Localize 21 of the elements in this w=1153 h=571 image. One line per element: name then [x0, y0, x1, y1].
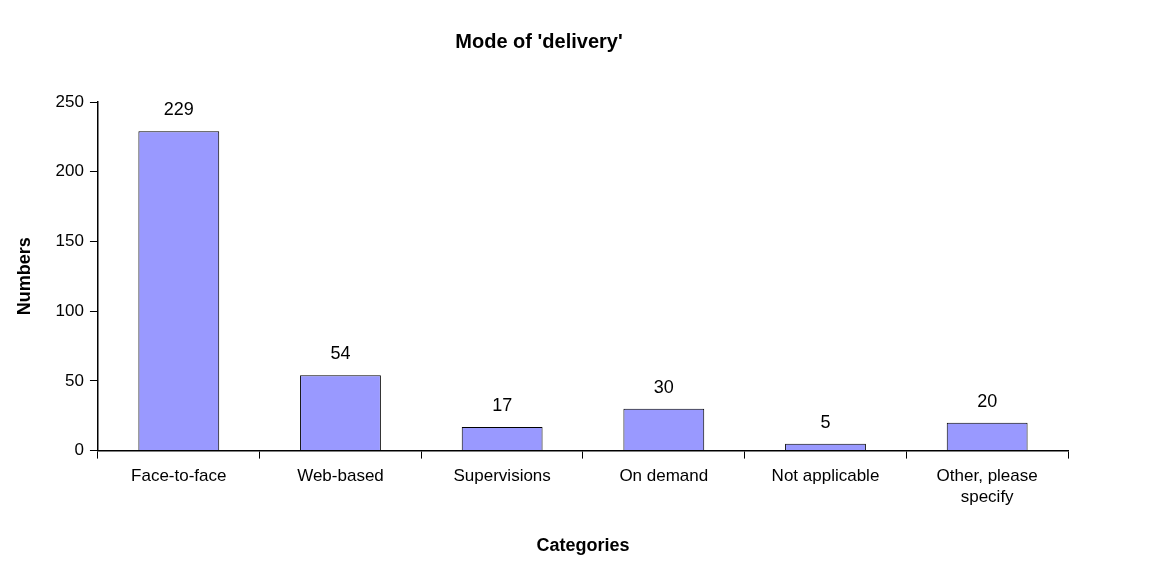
- y-axis-title: Numbers: [13, 237, 34, 316]
- x-tick-label: Other, please specify: [936, 466, 1038, 506]
- y-tick-label: 150: [55, 231, 84, 251]
- y-tick-label: 50: [65, 370, 84, 390]
- y-tick-label: 0: [74, 440, 84, 460]
- data-label: 54: [330, 343, 351, 364]
- x-tick-label: Supervisions: [453, 466, 551, 486]
- x-tick-label: On demand: [619, 466, 709, 486]
- chart-title: Mode of 'delivery': [455, 29, 623, 52]
- x-tick-label: Web-based: [297, 466, 384, 486]
- x-tick-label: Face-to-face: [131, 466, 227, 486]
- y-tick-label: 200: [55, 161, 84, 181]
- data-label: 5: [820, 411, 831, 432]
- data-label: 20: [977, 390, 998, 411]
- x-axis-title: Categories: [536, 535, 630, 556]
- x-tick-label: Not applicable: [771, 466, 880, 486]
- data-label: 229: [163, 99, 194, 120]
- y-tick-label: 250: [55, 91, 84, 111]
- data-label: 17: [492, 394, 513, 415]
- y-tick-label: 100: [55, 300, 84, 320]
- data-label: 30: [653, 376, 674, 397]
